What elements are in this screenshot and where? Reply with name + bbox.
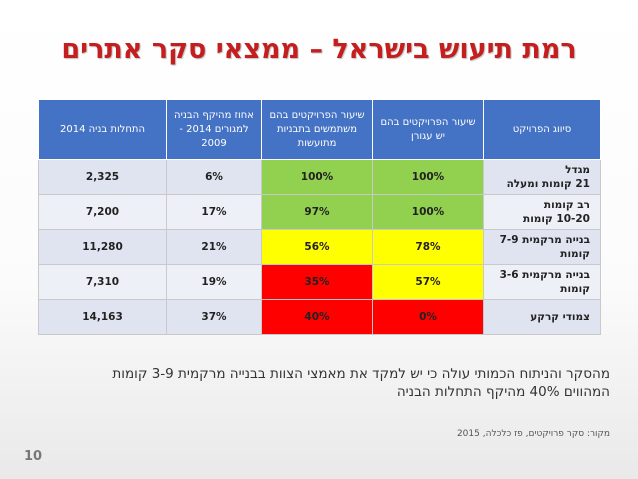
- formwork-rate-cell: 100%: [261, 159, 373, 195]
- survey-table: סיווג הפרויקט שיעור הפרויקטים בהם יש עגו…: [38, 99, 601, 335]
- crane-rate-cell: 0%: [372, 299, 484, 335]
- crane-rate-cell: 100%: [372, 194, 484, 230]
- project-type-name: בנייה מרקמית 7-9: [499, 234, 590, 246]
- conclusion-line-1: מהסקר והניתוח הכמותי עולה כי יש למקד את …: [112, 366, 610, 382]
- header-crane-rate: שיעור הפרויקטים בהם יש עגורן: [372, 99, 484, 160]
- table-row: בנייה מרקמית 7-9 קומות 78% 56% 21% 11,280: [38, 229, 601, 265]
- crane-rate-cell: 100%: [372, 159, 484, 195]
- residential-share-cell: 17%: [166, 194, 262, 230]
- table-row: בנייה מרקמית 3-6 קומות 57% 35% 19% 7,310: [38, 264, 601, 300]
- project-type-floors: קומות: [560, 248, 590, 260]
- formwork-rate-cell: 35%: [261, 264, 373, 300]
- page-number: 10: [24, 449, 43, 464]
- header-project-type: סיווג הפרויקט: [483, 99, 601, 160]
- conclusion-line-2: המהווים 40% מהיקף התחלות הבניה: [396, 384, 610, 400]
- project-type-cell: צמודי קרקע: [483, 299, 601, 335]
- construction-starts-cell: 7,200: [38, 194, 167, 230]
- project-type-floors: 10-20 קומות: [523, 213, 590, 225]
- project-type-cell: מגדל 21 קומות ומעלה: [483, 159, 601, 195]
- project-type-cell: בנייה מרקמית 3-6 קומות: [483, 264, 601, 300]
- table-row: צמודי קרקע 0% 40% 37% 14,163: [38, 299, 601, 335]
- table-row: מגדל 21 קומות ומעלה 100% 100% 6% 2,325: [38, 159, 601, 195]
- header-formwork-rate: שיעור הפרויקטים בהם משתמשים בתבניות מתוע…: [261, 99, 373, 160]
- header-construction-starts: התחלות בניה 2014: [38, 99, 167, 160]
- source-citation: מקור: סקר פרויקטים, פז כלכלה, 2015: [456, 429, 610, 439]
- project-type-cell: רב קומות 10-20 קומות: [483, 194, 601, 230]
- project-type-floors: 21 קומות ומעלה: [506, 178, 590, 190]
- formwork-rate-cell: 40%: [261, 299, 373, 335]
- crane-rate-cell: 78%: [372, 229, 484, 265]
- project-type-floors: קומות: [560, 283, 590, 295]
- conclusion-note: מהסקר והניתוח הכמותי עולה כי יש למקד את …: [30, 365, 610, 401]
- formwork-rate-cell: 56%: [261, 229, 373, 265]
- construction-starts-cell: 7,310: [38, 264, 167, 300]
- project-type-name: מגדל: [565, 164, 590, 176]
- construction-starts-cell: 2,325: [38, 159, 167, 195]
- header-residential-share: אחוז מהיקף הבניה למגורים 2014 - 2009: [166, 99, 262, 160]
- construction-starts-cell: 11,280: [38, 229, 167, 265]
- construction-starts-cell: 14,163: [38, 299, 167, 335]
- slide-title: רמת תיעוש בישראל – ממצאי סקר אתרים: [61, 34, 577, 65]
- residential-share-cell: 37%: [166, 299, 262, 335]
- table-row: רב קומות 10-20 קומות 100% 97% 17% 7,200: [38, 194, 601, 230]
- project-type-name: צמודי קרקע: [530, 311, 590, 323]
- residential-share-cell: 6%: [166, 159, 262, 195]
- residential-share-cell: 21%: [166, 229, 262, 265]
- project-type-name: רב קומות: [543, 199, 590, 211]
- formwork-rate-cell: 97%: [261, 194, 373, 230]
- project-type-cell: בנייה מרקמית 7-9 קומות: [483, 229, 601, 265]
- project-type-name: בנייה מרקמית 3-6: [499, 269, 590, 281]
- table-header-row: סיווג הפרויקט שיעור הפרויקטים בהם יש עגו…: [38, 99, 601, 160]
- crane-rate-cell: 57%: [372, 264, 484, 300]
- residential-share-cell: 19%: [166, 264, 262, 300]
- survey-table-container: סיווג הפרויקט שיעור הפרויקטים בהם יש עגו…: [38, 99, 601, 335]
